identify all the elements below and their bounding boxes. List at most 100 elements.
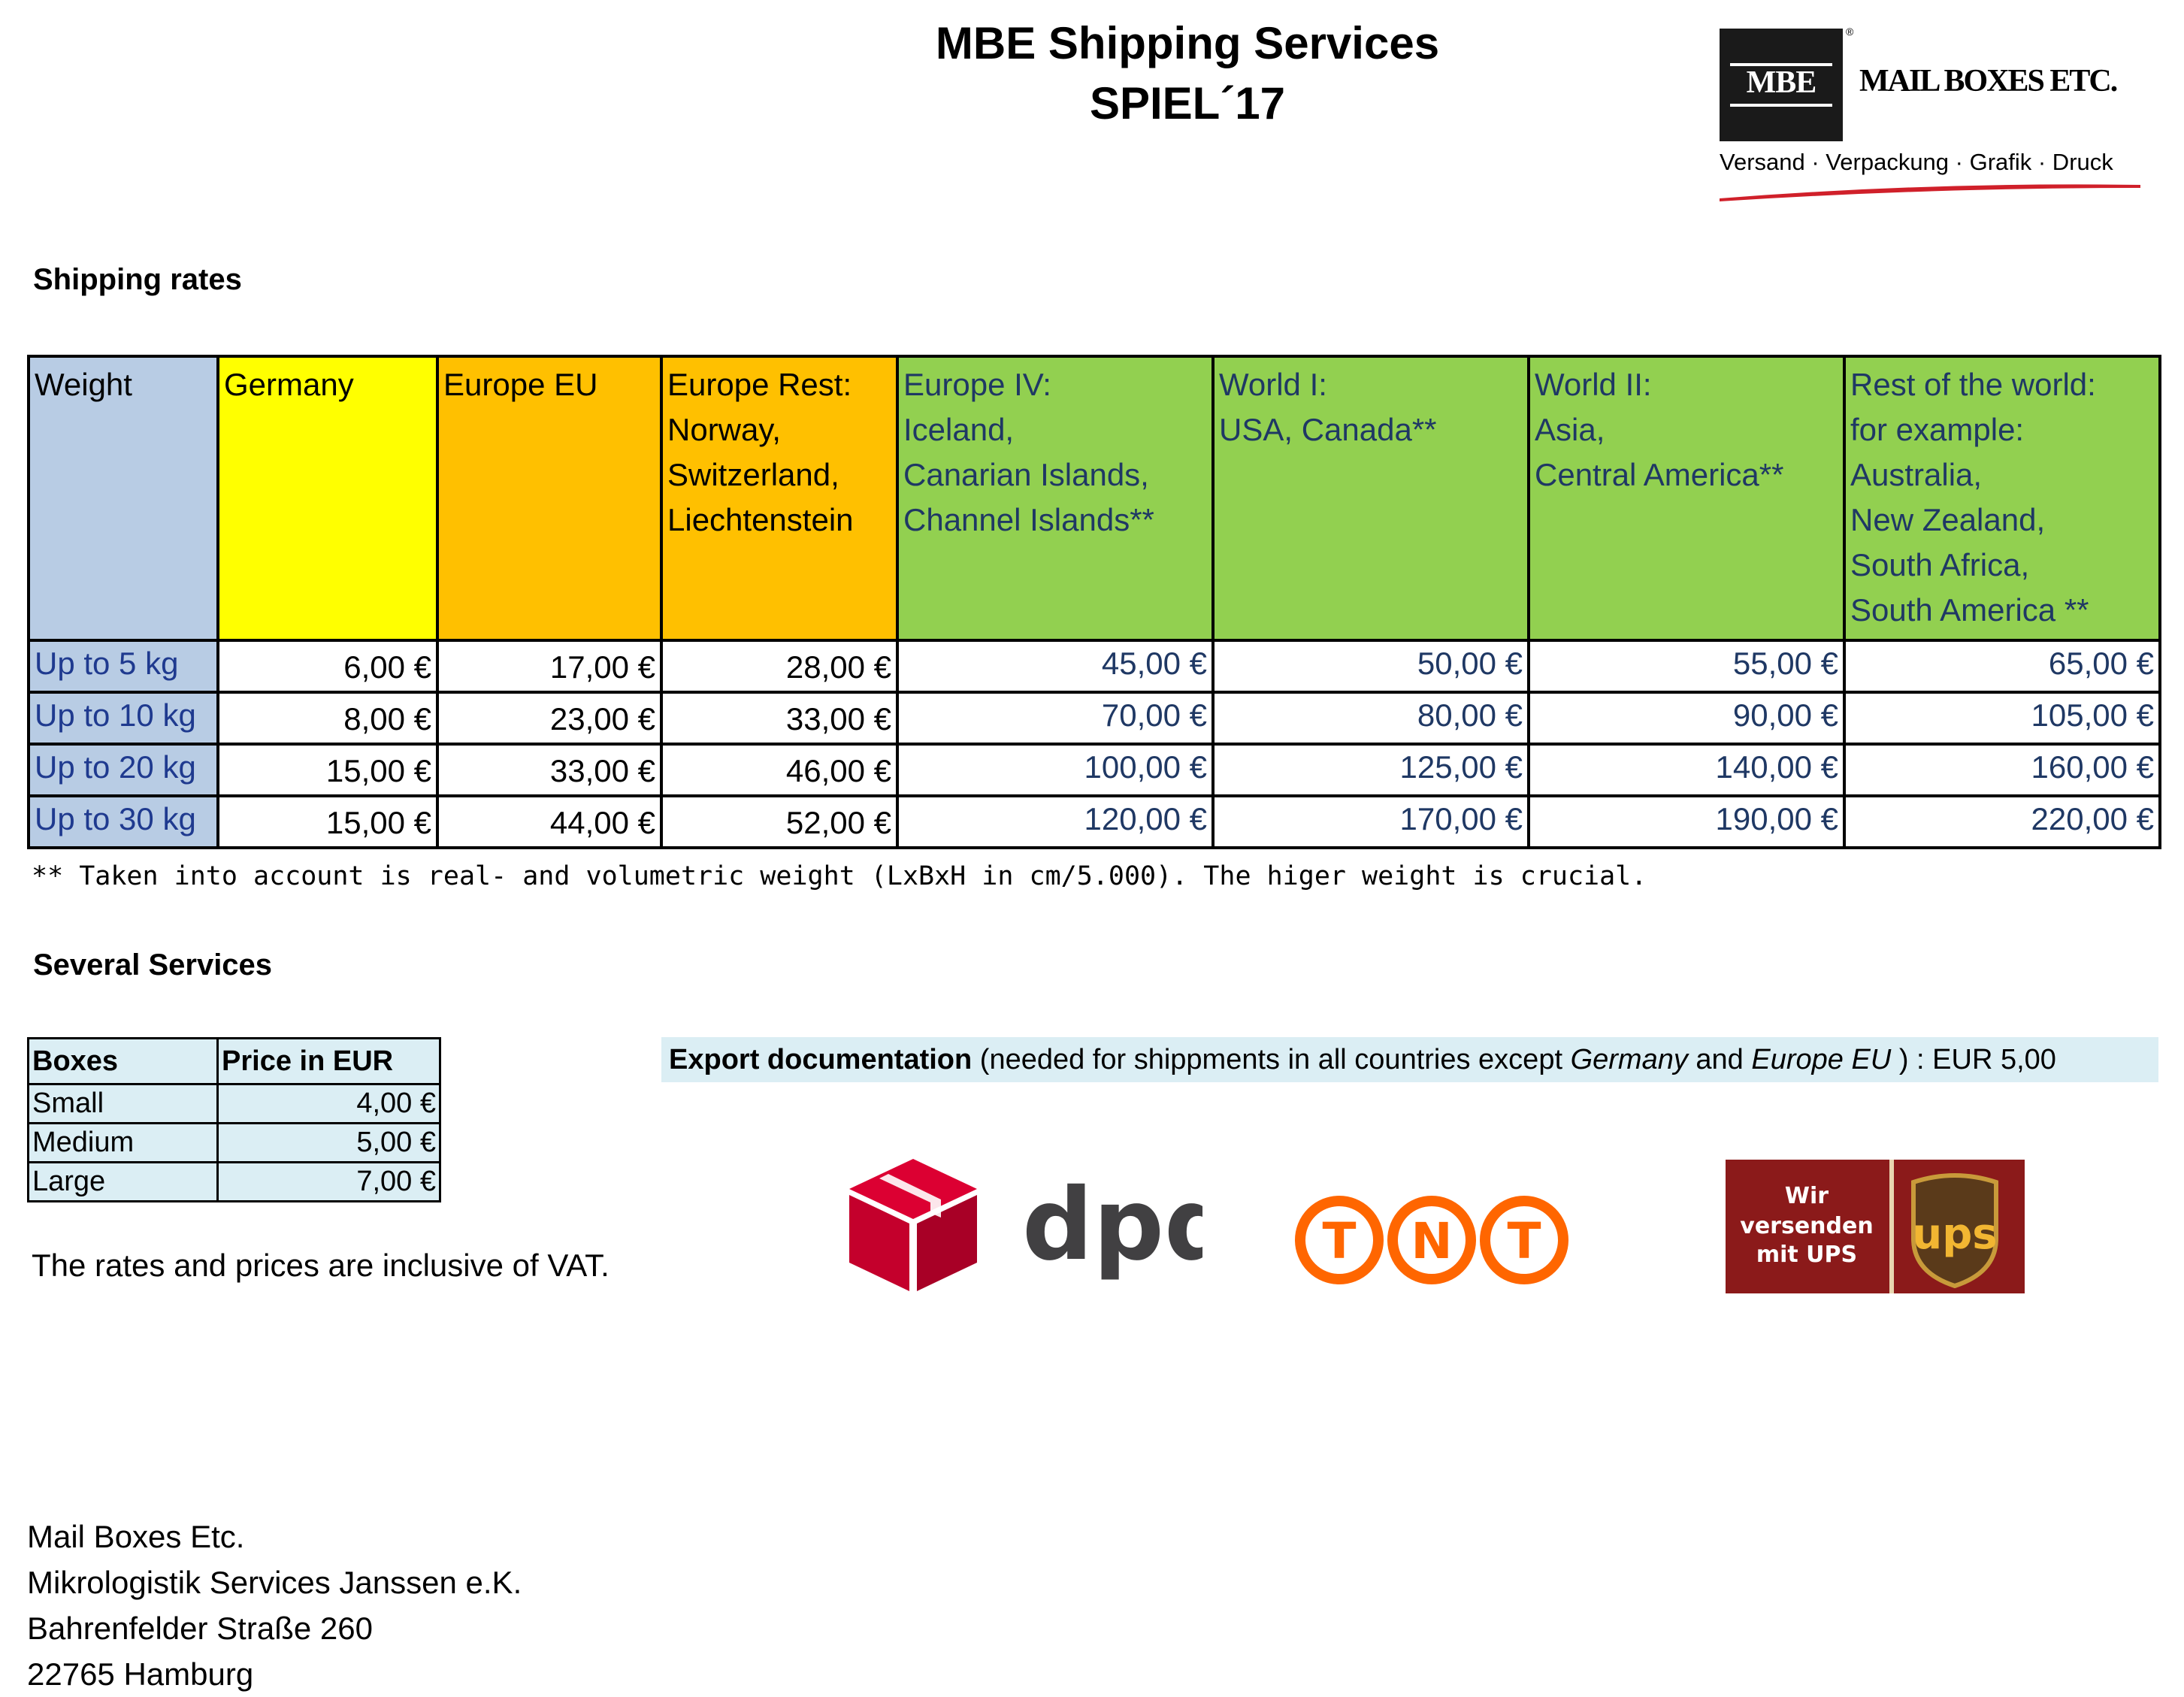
table-row: Up to 30 kg 15,00 €44,00 €52,00 €120,00 €… [27,794,2161,849]
shipping-rates-heading: Shipping rates [33,263,242,296]
column-header-rest-of-world: Rest of the world: for example: Australi… [1843,355,2161,642]
dpd-logo: dpd [849,1159,1202,1291]
ups-shield-icon: ups [1911,1173,1998,1289]
dpd-text: dpd [1022,1167,1202,1283]
price-cell: 8,00 € [216,691,439,746]
export-text: ) : EUR 5,00 [1891,1044,2056,1075]
box-price: 7,00 € [216,1161,441,1202]
address-line: Mail Boxes Etc. [27,1519,245,1554]
boxes-header-row: Boxes Price in EUR [27,1037,441,1085]
price-cell: 15,00 € [216,794,439,849]
price-cell: 70,00 € [896,691,1215,746]
price-cell: 140,00 € [1527,743,1846,797]
price-cell: 46,00 € [660,743,899,797]
boxes-column-header: Boxes [27,1037,219,1085]
export-label: Export documentation [669,1044,973,1075]
box-price: 5,00 € [216,1122,441,1163]
price-cell: 170,00 € [1211,794,1530,849]
title-line-2: SPIEL´17 [1089,78,1286,129]
ups-badge: Wir versenden mit UPS ups [1726,1160,2025,1293]
price-cell: 23,00 € [436,691,663,746]
tnt-letter: T [1507,1212,1541,1270]
price-cell: 190,00 € [1527,794,1846,849]
mbe-logo-tagline: Versand · Verpackung · Grafik · Druck [1720,149,2113,175]
table-row: Up to 20 kg 15,00 €33,00 €46,00 €100,00 €… [27,743,2161,797]
title-line-1: MBE Shipping Services [935,18,1440,68]
table-row: Small 4,00 € [27,1083,441,1124]
company-address: Mail Boxes Etc. Mikrologistik Services J… [27,1514,522,1697]
column-header-world-i: World I: USA, Canada** [1211,355,1530,642]
price-cell: 90,00 € [1527,691,1846,746]
tnt-letter: N [1411,1212,1452,1270]
price-cell: 44,00 € [436,794,663,849]
address-line: Bahrenfelder Straße 260 [27,1611,373,1646]
address-line: 22765 Hamburg [27,1656,254,1692]
column-header-germany: Germany [216,355,439,642]
box-name: Large [27,1161,219,1202]
price-cell: 28,00 € [660,639,899,694]
price-cell: 6,00 € [216,639,439,694]
weight-label: Up to 5 kg [27,639,219,694]
price-cell: 100,00 € [896,743,1215,797]
column-header-world-ii: World II: Asia, Central America** [1527,355,1846,642]
mbe-registered-mark: ® [1846,26,1854,38]
table-row: Medium 5,00 € [27,1122,441,1163]
tnt-letter: T [1322,1212,1356,1270]
export-text: (needed for shippments in all countries … [972,1044,1571,1075]
rates-footnote: ** Taken into account is real- and volum… [32,861,1647,891]
vat-note: The rates and prices are inclusive of VA… [32,1248,610,1283]
export-country: Germany [1570,1044,1688,1075]
price-cell: 65,00 € [1843,639,2161,694]
dpd-cube-icon [849,1159,977,1291]
ups-badge-text: Wir [1785,1183,1829,1209]
mbe-logo-box: MBE [1720,29,1843,141]
table-row: Up to 10 kg 8,00 €23,00 €33,00 €70,00 €80… [27,691,2161,746]
table-row: Up to 5 kg 6,00 €17,00 €28,00 €45,00 €50,… [27,639,2161,694]
price-cell: 33,00 € [436,743,663,797]
export-text: and [1687,1044,1752,1075]
shipping-rates-table: Weight Germany Europe EU Europe Rest: No… [27,355,2161,849]
price-cell: 55,00 € [1527,639,1846,694]
box-name: Small [27,1083,219,1124]
export-country: Europe EU [1751,1044,1892,1075]
mbe-logo-name: MAIL BOXES ETC. [1859,64,2118,98]
tnt-logo: T N T [1295,1196,1568,1284]
box-price: 4,00 € [216,1083,441,1124]
box-name: Medium [27,1122,219,1163]
column-header-europe-iv: Europe IV: Iceland, Canarian Islands, Ch… [896,355,1215,642]
export-documentation-note: Export documentation (needed for shippme… [661,1037,2158,1082]
price-cell: 50,00 € [1211,639,1530,694]
ups-shield-text: ups [1912,1210,1997,1259]
weight-label: Up to 30 kg [27,794,219,849]
boxes-table: Boxes Price in EUR Small 4,00 € Medium 5… [27,1037,441,1202]
column-header-weight: Weight [27,355,219,642]
price-cell: 160,00 € [1843,743,2161,797]
price-cell: 17,00 € [436,639,663,694]
mbe-logo-line [1730,63,1832,66]
column-header-europe-rest: Europe Rest: Norway, Switzerland, Liecht… [660,355,899,642]
rates-header-row: Weight Germany Europe EU Europe Rest: No… [27,355,2161,642]
services-heading: Several Services [33,948,273,982]
address-line: Mikrologistik Services Janssen e.K. [27,1565,522,1600]
price-cell: 45,00 € [896,639,1215,694]
mbe-logo-line [1730,104,1832,107]
price-cell: 120,00 € [896,794,1215,849]
price-cell: 80,00 € [1211,691,1530,746]
ups-badge-text: mit UPS [1756,1242,1857,1268]
mbe-logo-box-text: MBE [1746,65,1817,100]
price-column-header: Price in EUR [216,1037,441,1085]
mbe-swoosh-icon [1720,184,2140,201]
price-cell: 52,00 € [660,794,899,849]
mbe-logo: MBE ® MAIL BOXES ETC. Versand · Verpacku… [1720,26,2140,209]
ups-badge-text: versenden [1740,1213,1873,1239]
page-title: MBE Shipping Services SPIEL´17 [827,14,1548,134]
price-cell: 125,00 € [1211,743,1530,797]
price-cell: 220,00 € [1843,794,2161,849]
weight-label: Up to 20 kg [27,743,219,797]
column-header-europe-eu: Europe EU [436,355,663,642]
price-cell: 105,00 € [1843,691,2161,746]
table-row: Large 7,00 € [27,1161,441,1202]
price-cell: 15,00 € [216,743,439,797]
weight-label: Up to 10 kg [27,691,219,746]
price-cell: 33,00 € [660,691,899,746]
